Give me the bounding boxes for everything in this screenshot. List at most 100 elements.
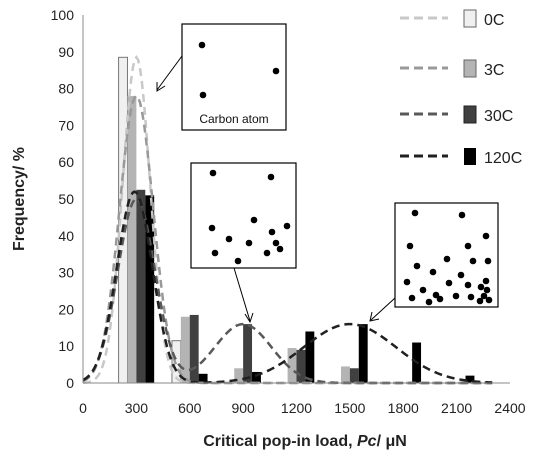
inset-high-density	[369, 202, 499, 322]
x-tick-label: 0	[79, 400, 87, 416]
carbon-atom-dot	[476, 297, 484, 305]
carbon-atom-dot	[199, 91, 207, 99]
inset-1-label: Carbon atom	[199, 112, 268, 126]
carbon-atom-dot	[477, 283, 485, 291]
carbon-atom-dot	[436, 295, 444, 303]
bar-30c-3	[296, 349, 306, 383]
x-axis-title: Critical pop-in load, Pc/ μN	[203, 433, 407, 450]
carbon-atom-dot	[443, 255, 451, 263]
y-tick-label: 50	[58, 191, 74, 207]
bar-120c-1	[198, 373, 208, 383]
carbon-atom-dot	[458, 211, 466, 219]
carbon-atom-dot	[452, 292, 460, 300]
legend-item-3c: 3C	[400, 59, 504, 79]
carbon-atom-dot	[211, 249, 219, 257]
legend-label-0c: 0C	[484, 12, 504, 29]
carbon-atom-dot	[198, 41, 206, 49]
inset-1-arrow	[156, 55, 183, 91]
carbon-atom-dot	[250, 216, 258, 224]
bar-30c-2	[243, 324, 253, 383]
carbon-atom-dot	[406, 242, 414, 250]
inset-1-arrowhead	[156, 82, 166, 92]
x-tick-label: 2100	[441, 400, 472, 416]
bar-30c-4	[349, 368, 359, 383]
carbon-atom-dot	[268, 228, 276, 236]
carbon-atom-dot	[272, 239, 280, 247]
x-tick-label: 1800	[388, 400, 419, 416]
carbon-atom-dot	[263, 249, 271, 257]
carbon-atom-dot	[276, 245, 284, 253]
legend-label-30c: 30C	[484, 108, 513, 125]
carbon-atom-dot	[413, 262, 421, 270]
bar-30c-1	[189, 314, 199, 383]
legend-item-30c: 30C	[400, 105, 513, 125]
y-axis-title: Frequency/ %	[11, 147, 28, 251]
legend-label-120c: 120C	[484, 150, 522, 167]
bar-3c-2	[234, 368, 244, 383]
carbon-atom-dot	[480, 292, 488, 300]
carbon-atom-dot	[469, 257, 477, 265]
y-tick-label: 30	[58, 265, 74, 281]
inset-2-arrow	[233, 267, 251, 322]
carbon-atom-dot	[432, 291, 440, 299]
y-tick-label: 100	[51, 7, 75, 23]
bar-120c-6	[465, 375, 475, 383]
x-axis-title-main: Critical pop-in load,	[203, 433, 357, 450]
carbon-atom-dot	[209, 169, 217, 177]
y-tick-label: 10	[58, 338, 74, 354]
carbon-atom-dot	[283, 222, 291, 230]
carbon-atom-dot	[245, 239, 253, 247]
y-tick-label: 20	[58, 301, 74, 317]
x-tick-label: 1500	[334, 400, 365, 416]
bar-3c-3	[287, 348, 297, 383]
carbon-atom-dot	[403, 278, 411, 286]
legend-swatch-box-3c	[463, 59, 477, 78]
legend-item-120c: 120C	[400, 148, 522, 167]
y-tick-label: 90	[58, 44, 74, 60]
carbon-atom-dot	[267, 173, 275, 181]
carbon-atom-dot	[467, 293, 475, 301]
bar-3c-0	[127, 95, 137, 384]
legend-item-0c: 0C	[400, 9, 504, 29]
x-tick-label: 1200	[281, 400, 312, 416]
y-tick-label: 0	[66, 375, 74, 391]
carbon-atom-dot	[234, 257, 242, 265]
carbon-atom-dot	[482, 232, 490, 240]
x-axis-title-variable: Pc	[357, 433, 377, 450]
ticks-layer: 0 10 20 30 40 50 60 70 80 90 100 0 300 600 900 1200 1500…	[51, 7, 526, 416]
bar-120c-0	[145, 195, 155, 383]
inset-1-frame	[181, 23, 287, 131]
carbon-atom-dot	[485, 296, 493, 304]
inset-3-frame	[394, 202, 499, 308]
legend-swatch-box-30c	[463, 105, 477, 124]
legend-swatch-box-120c	[464, 148, 476, 165]
legend: 0C 3C 30C 120C	[400, 9, 522, 167]
inset-carbon-atom: Carbon atom	[156, 23, 287, 131]
inset-3-arrowhead	[369, 311, 380, 322]
y-tick-label: 80	[58, 81, 74, 97]
carbon-atom-dot	[464, 242, 472, 250]
bar-30c-0	[136, 189, 146, 383]
bar-3c-1	[180, 316, 190, 383]
carbon-atom-dot	[225, 235, 233, 243]
y-tick-label: 40	[58, 228, 74, 244]
x-tick-label: 900	[231, 400, 255, 416]
x-tick-label: 2400	[494, 400, 525, 416]
x-tick-label: 300	[125, 400, 149, 416]
carbon-atom-dot	[482, 277, 490, 285]
x-axis-title-unit: / μN	[377, 433, 407, 450]
legend-swatch-box-0c	[463, 9, 477, 28]
carbon-atom-dot	[484, 257, 492, 265]
carbon-atom-dot	[408, 294, 416, 302]
y-tick-label: 70	[58, 117, 74, 133]
carbon-atom-dot	[429, 268, 437, 276]
bar-120c-4	[358, 324, 368, 383]
bar-3c-4	[340, 366, 350, 383]
carbon-atom-dot	[483, 286, 491, 294]
bar-120c-3	[305, 331, 315, 383]
legend-label-3c: 3C	[484, 62, 504, 79]
carbon-atom-dot	[419, 286, 427, 294]
carbon-atom-dot	[457, 271, 465, 279]
x-tick-label: 600	[178, 400, 202, 416]
